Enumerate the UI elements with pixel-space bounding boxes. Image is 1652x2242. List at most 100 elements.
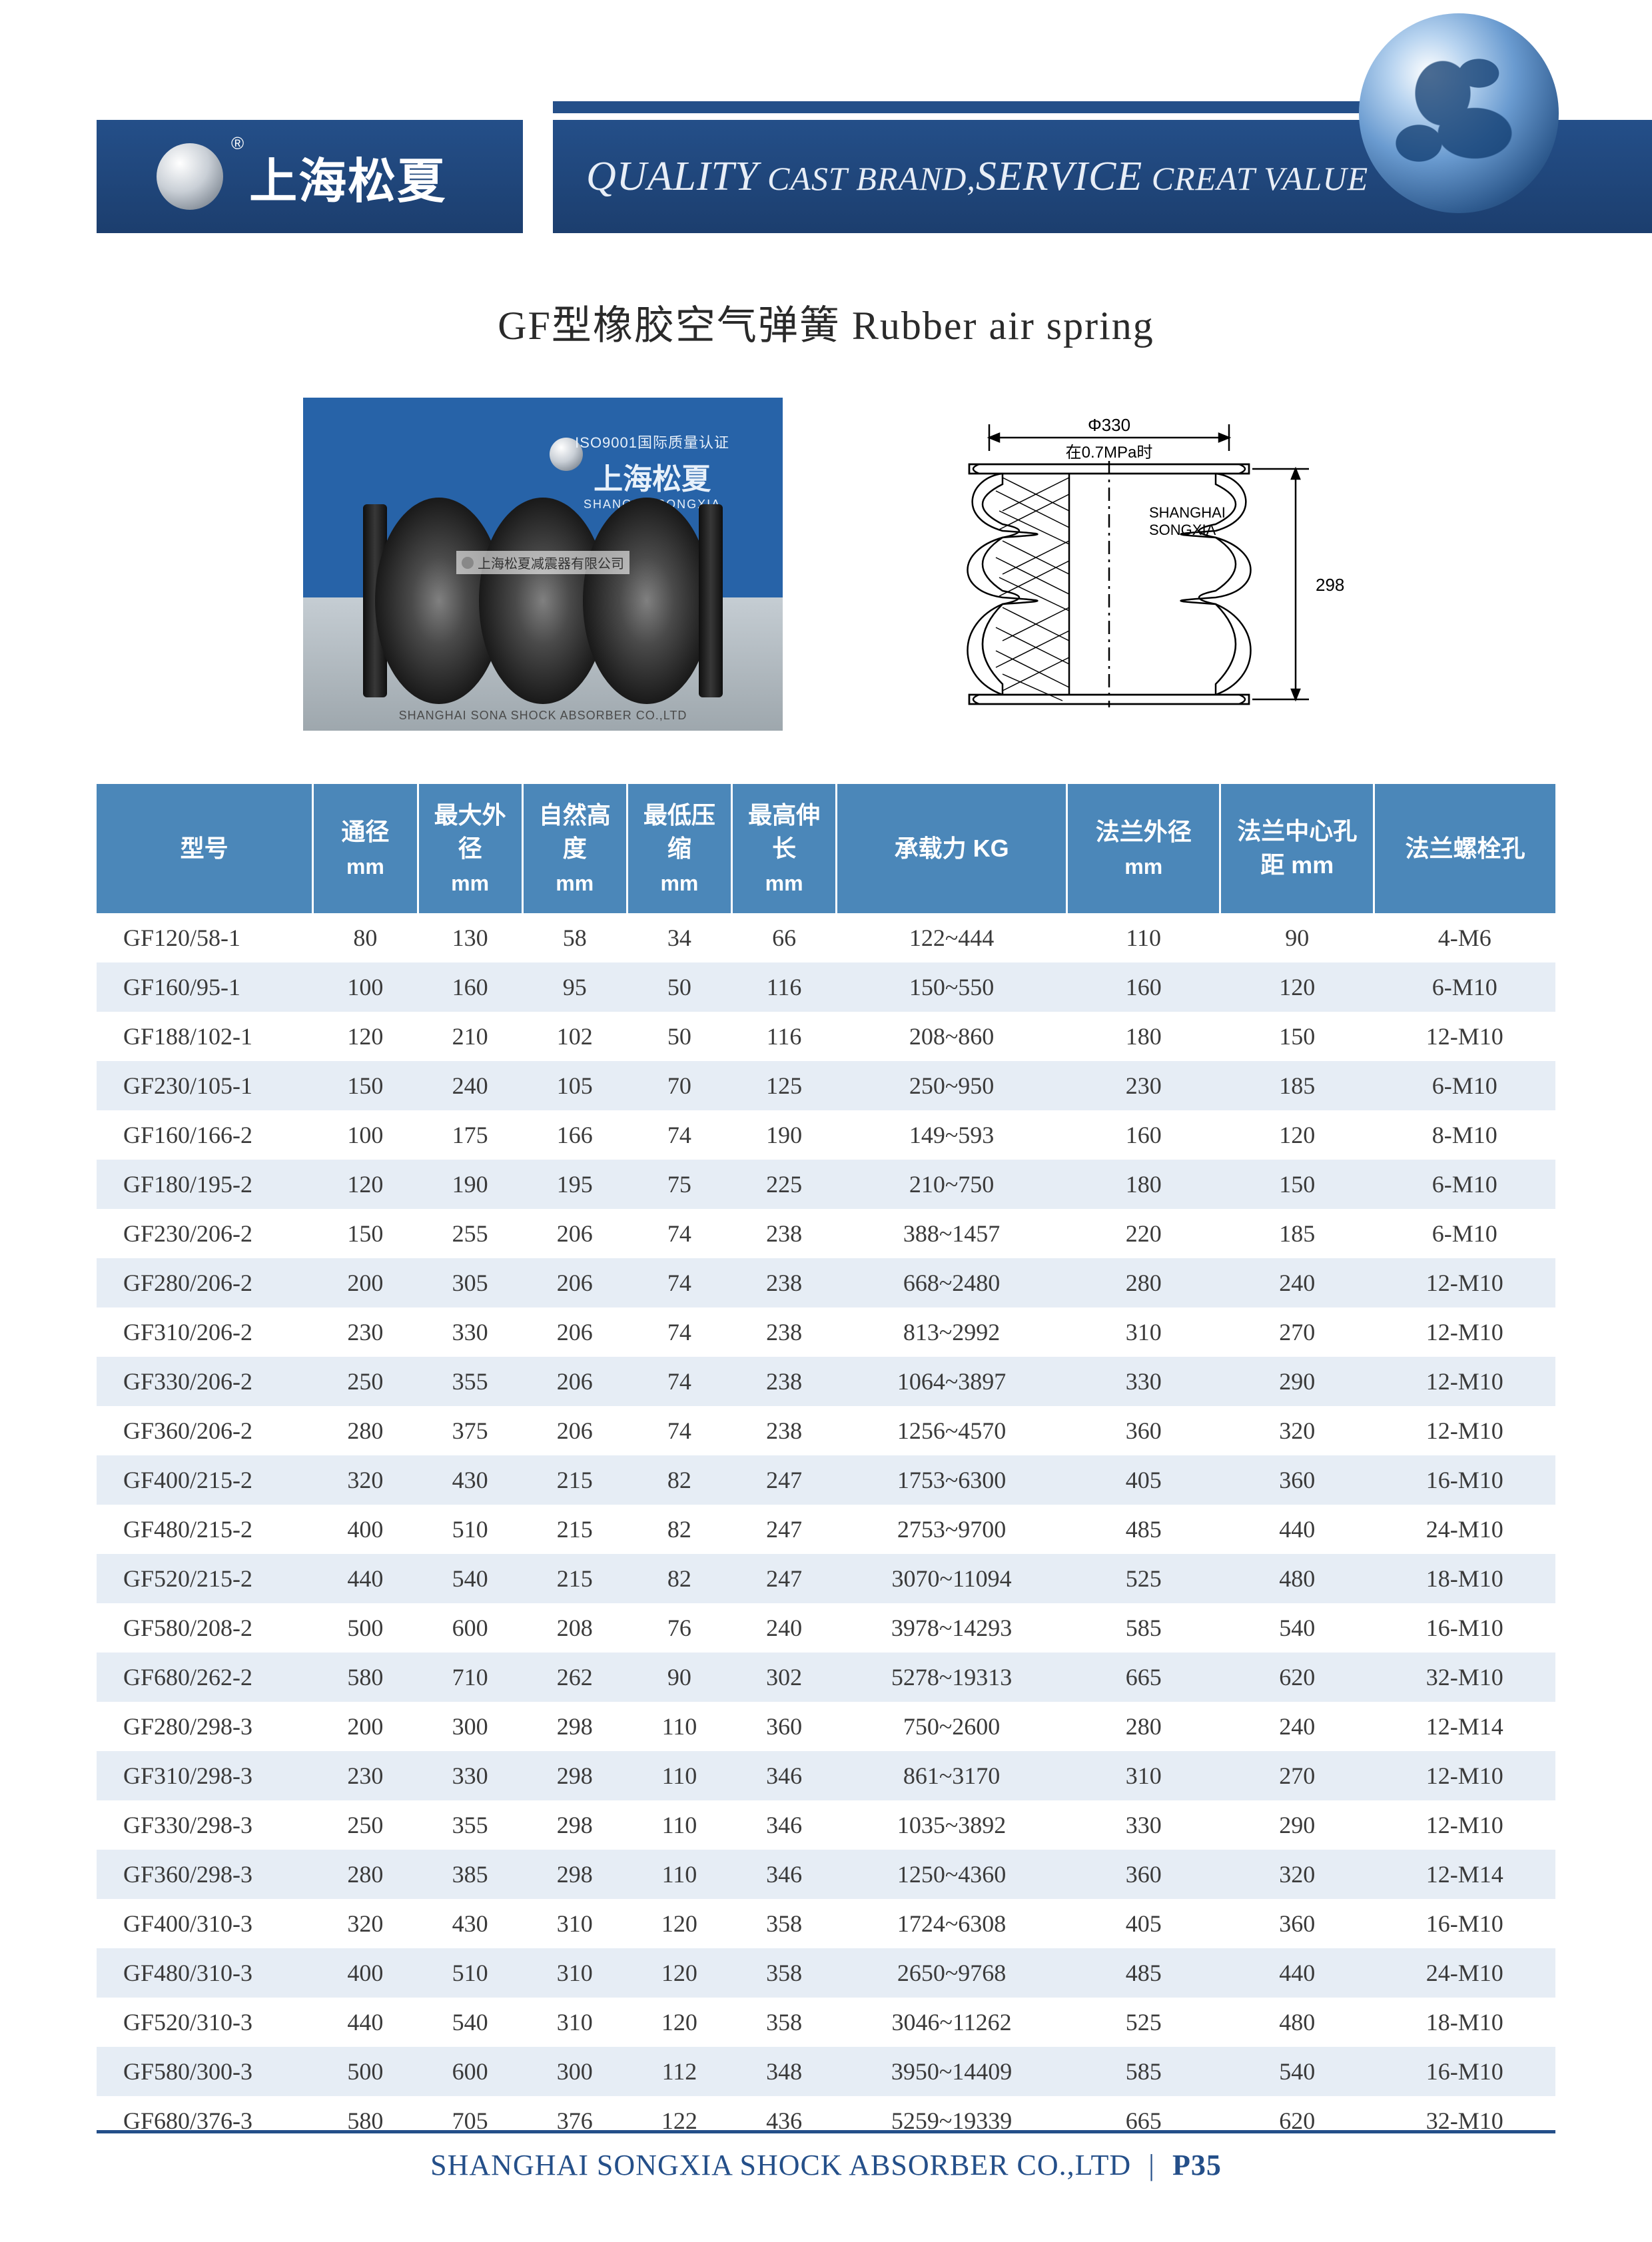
table-cell: 400 (313, 1505, 418, 1554)
table-cell: 320 (313, 1899, 418, 1948)
images-row: ISO9001国际质量认证 上海松夏 SHANGHAISONGXIA 上海松夏减… (0, 398, 1652, 731)
table-cell: 206 (522, 1406, 627, 1455)
table-cell: 230 (313, 1308, 418, 1357)
table-cell: 16-M10 (1374, 1899, 1556, 1948)
table-header-cell: 最高伸长mm (732, 784, 837, 913)
table-row: GF330/298-32503552981103461035~389233029… (97, 1800, 1555, 1850)
table-cell: 262 (522, 1653, 627, 1702)
table-cell: 540 (418, 1554, 522, 1603)
table-cell: 290 (1220, 1800, 1374, 1850)
table-cell: 250 (313, 1357, 418, 1406)
table-row: GF280/206-220030520674238668~24802802401… (97, 1258, 1555, 1308)
table-cell: 305 (418, 1258, 522, 1308)
table-row: GF400/310-33204303101203581724~630840536… (97, 1899, 1555, 1948)
table-cell: 230 (313, 1751, 418, 1800)
table-cell: 355 (418, 1800, 522, 1850)
table-row: GF330/206-2250355206742381064~3897330290… (97, 1357, 1555, 1406)
table-cell: 2753~9700 (837, 1505, 1067, 1554)
table-cell: 12-M14 (1374, 1702, 1556, 1751)
table-cell: 485 (1066, 1948, 1220, 1998)
table-cell: 240 (1220, 1258, 1374, 1308)
table-cell: GF580/208-2 (97, 1603, 313, 1653)
table-row: GF280/298-3200300298110360750~2600280240… (97, 1702, 1555, 1751)
table-cell: 12-M10 (1374, 1308, 1556, 1357)
table-cell: 358 (732, 1998, 837, 2047)
table-cell: 348 (732, 2047, 837, 2096)
table-cell: 150 (1220, 1012, 1374, 1061)
table-cell: 320 (1220, 1850, 1374, 1899)
table-cell: 200 (313, 1258, 418, 1308)
table-cell: 320 (313, 1455, 418, 1505)
table-cell: 70 (627, 1061, 731, 1110)
table-cell: 3046~11262 (837, 1998, 1067, 2047)
table-cell: 50 (627, 962, 731, 1012)
table-cell: 74 (627, 1406, 731, 1455)
table-cell: 50 (627, 1012, 731, 1061)
table-row: GF180/195-212019019575225210~7501801506-… (97, 1160, 1555, 1209)
table-cell: 750~2600 (837, 1702, 1067, 1751)
table-cell: 330 (418, 1308, 522, 1357)
table-cell: 238 (732, 1357, 837, 1406)
table-cell: GF400/310-3 (97, 1899, 313, 1948)
table-cell: 1064~3897 (837, 1357, 1067, 1406)
table-cell: GF230/206-2 (97, 1209, 313, 1258)
table-cell: 195 (522, 1160, 627, 1209)
table-cell: 270 (1220, 1751, 1374, 1800)
table-cell: 210~750 (837, 1160, 1067, 1209)
table-cell: 110 (627, 1751, 731, 1800)
table-cell: 76 (627, 1603, 731, 1653)
table-cell: 6-M10 (1374, 1160, 1556, 1209)
table-cell: 665 (1066, 1653, 1220, 1702)
globe-icon (1359, 13, 1559, 213)
table-cell: 302 (732, 1653, 837, 1702)
table-cell: 215 (522, 1505, 627, 1554)
table-cell: 215 (522, 1455, 627, 1505)
table-cell: 247 (732, 1554, 837, 1603)
table-cell: 585 (1066, 1603, 1220, 1653)
table-cell: 32-M10 (1374, 1653, 1556, 1702)
table-cell: 238 (732, 1258, 837, 1308)
page-title: GF型橡胶空气弹簧 Rubber air spring (0, 293, 1652, 351)
table-header-cell: 最大外径mm (418, 784, 522, 913)
table-cell: 300 (418, 1702, 522, 1751)
table-cell: 310 (1066, 1751, 1220, 1800)
table-cell: 180 (1066, 1012, 1220, 1061)
table-row: GF120/58-180130583466122~444110904-M6 (97, 913, 1555, 962)
table-cell: 238 (732, 1209, 837, 1258)
table-cell: 3950~14409 (837, 2047, 1067, 2096)
table-cell: 238 (732, 1308, 837, 1357)
photo-caption: SHANGHAI SONA SHOCK ABSORBER CO.,LTD (303, 709, 783, 723)
table-cell: 510 (418, 1948, 522, 1998)
table-cell: 247 (732, 1505, 837, 1554)
table-cell: 310 (1066, 1308, 1220, 1357)
table-cell: 120 (627, 1998, 731, 2047)
table-row: GF360/206-2280375206742381256~4570360320… (97, 1406, 1555, 1455)
table-cell: 74 (627, 1308, 731, 1357)
table-cell: 74 (627, 1209, 731, 1258)
table-cell: 150~550 (837, 962, 1067, 1012)
table-cell: 480 (1220, 1554, 1374, 1603)
footer-rule (97, 2130, 1555, 2133)
table-cell: 240 (732, 1603, 837, 1653)
table-row: GF360/298-32803852981103461250~436036032… (97, 1850, 1555, 1899)
table-cell: 280 (1066, 1258, 1220, 1308)
table-cell: 330 (418, 1751, 522, 1800)
table-cell: 3070~11094 (837, 1554, 1067, 1603)
logo-icon (157, 143, 223, 210)
table-cell: 358 (732, 1899, 837, 1948)
table-cell: 500 (313, 1603, 418, 1653)
table-cell: 206 (522, 1357, 627, 1406)
table-cell: 1256~4570 (837, 1406, 1067, 1455)
table-cell: 280 (313, 1406, 418, 1455)
table-cell: 360 (1220, 1455, 1374, 1505)
table-cell: 175 (418, 1110, 522, 1160)
table-cell: 110 (627, 1702, 731, 1751)
table-cell: 250 (313, 1800, 418, 1850)
wm-brand: 上海松夏 (575, 455, 729, 498)
table-cell: 861~3170 (837, 1751, 1067, 1800)
table-cell: 6-M10 (1374, 1061, 1556, 1110)
table-cell: 100 (313, 962, 418, 1012)
footer-text: SHANGHAI SONGXIA SHOCK ABSORBER CO.,LTD … (97, 2148, 1555, 2182)
diagram-diameter: Φ330 (1088, 415, 1130, 435)
table-cell: 160 (1066, 962, 1220, 1012)
